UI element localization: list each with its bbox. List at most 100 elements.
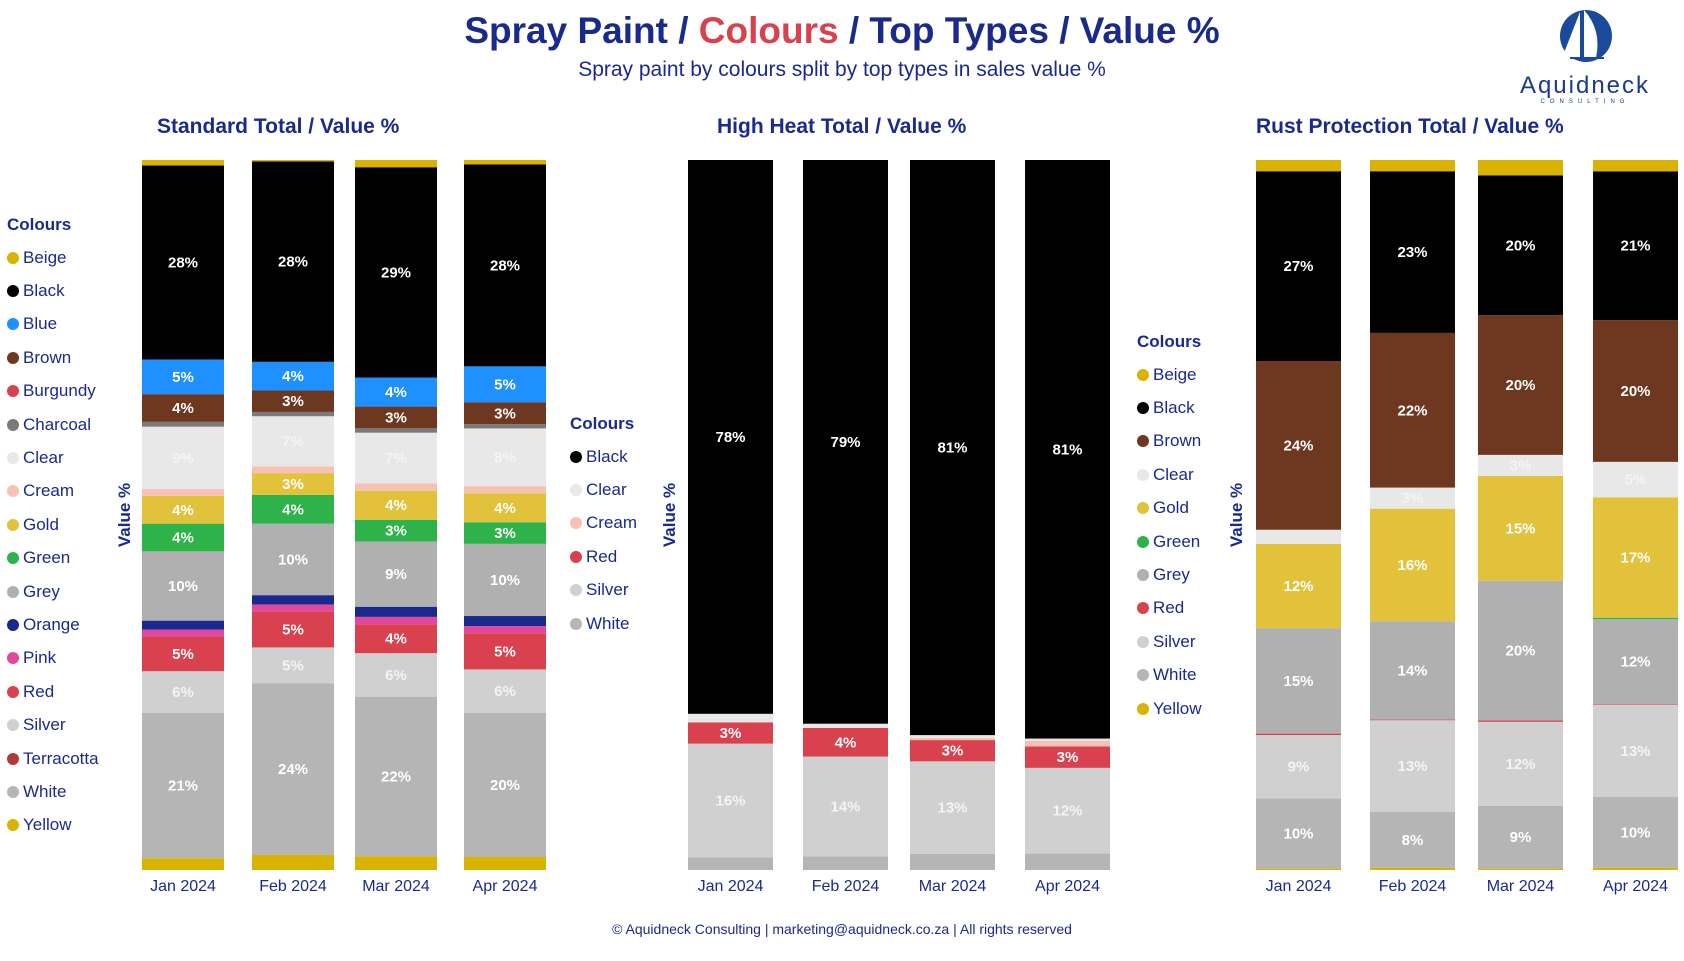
legend-item-charcoal[interactable]: Charcoal — [7, 408, 99, 441]
bar-segment-yellow[interactable] — [464, 857, 546, 870]
bar-segment-black[interactable] — [910, 160, 995, 736]
bar-segment-red[interactable] — [803, 728, 888, 757]
bar-segment-clear[interactable] — [1025, 738, 1110, 741]
legend-item-black[interactable]: Black — [7, 274, 99, 307]
bar-segment-red[interactable] — [1025, 746, 1110, 768]
legend-item-yellow[interactable]: Yellow — [7, 809, 99, 842]
bar-segment-cream[interactable] — [142, 489, 224, 496]
bar-segment-pink[interactable] — [142, 629, 224, 637]
bar-segment-clear[interactable] — [252, 416, 334, 467]
bar-segment-white[interactable] — [1478, 805, 1563, 869]
bar-segment-silver[interactable] — [1025, 767, 1110, 854]
bar-segment-silver[interactable] — [688, 743, 773, 858]
legend-item-clear[interactable]: Clear — [7, 441, 99, 474]
bar-segment-cream[interactable] — [252, 466, 334, 474]
bar-segment-silver[interactable] — [1478, 721, 1563, 806]
legend-item-white[interactable]: White — [570, 607, 637, 640]
legend-item-green[interactable]: Green — [1137, 525, 1202, 558]
bar-segment-white[interactable] — [355, 696, 437, 857]
bar-segment-gold[interactable] — [355, 490, 437, 520]
bar-segment-yellow[interactable] — [1593, 867, 1678, 870]
legend-item-yellow[interactable]: Yellow — [1137, 692, 1202, 725]
legend-item-clear[interactable]: Clear — [570, 473, 637, 506]
bar-segment-beige[interactable] — [252, 160, 334, 162]
bar-segment-beige[interactable] — [1593, 160, 1678, 172]
bar-segment-clear[interactable] — [142, 426, 224, 490]
bar-segment-white[interactable] — [1593, 797, 1678, 868]
bar-segment-beige[interactable] — [142, 160, 224, 166]
bar-segment-gold[interactable] — [1478, 475, 1563, 581]
bar-segment-clear[interactable] — [1370, 487, 1455, 509]
bar-segment-yellow[interactable] — [1370, 867, 1455, 870]
legend-item-brown[interactable]: Brown — [7, 341, 99, 374]
bar-segment-beige[interactable] — [1370, 160, 1455, 172]
bar-segment-black[interactable] — [1370, 171, 1455, 333]
legend-item-white[interactable]: White — [7, 775, 99, 808]
bar-segment-grey[interactable] — [1256, 628, 1341, 734]
bar-segment-green[interactable] — [1593, 617, 1678, 620]
bar-segment-charcoal[interactable] — [142, 421, 224, 427]
bar-segment-black[interactable] — [1025, 160, 1110, 739]
bar-segment-white[interactable] — [1025, 853, 1110, 870]
bar-segment-grey[interactable] — [464, 543, 546, 617]
legend-item-silver[interactable]: Silver — [570, 574, 637, 607]
bar-segment-blue[interactable] — [464, 366, 546, 403]
bar-segment-red[interactable] — [1370, 719, 1455, 721]
legend-item-cream[interactable]: Cream — [7, 475, 99, 508]
bar-segment-clear[interactable] — [464, 428, 546, 487]
bar-segment-grey[interactable] — [252, 523, 334, 596]
bar-segment-white[interactable] — [252, 683, 334, 855]
bar-segment-black[interactable] — [803, 160, 888, 724]
bar-segment-clear[interactable] — [1256, 529, 1341, 544]
bar-segment-green[interactable] — [464, 522, 546, 544]
bar-segment-grey[interactable] — [142, 551, 224, 621]
bar-segment-pink[interactable] — [252, 604, 334, 612]
bar-segment-brown[interactable] — [1478, 315, 1563, 455]
bar-segment-gold[interactable] — [1370, 508, 1455, 622]
bar-segment-cream[interactable] — [1025, 740, 1110, 747]
bar-segment-beige[interactable] — [464, 160, 546, 165]
legend-item-red[interactable]: Red — [1137, 592, 1202, 625]
bar-segment-gold[interactable] — [464, 493, 546, 523]
bar-segment-brown[interactable] — [1370, 332, 1455, 488]
bar-segment-white[interactable] — [142, 712, 224, 859]
bar-segment-white[interactable] — [803, 856, 888, 870]
legend-item-gold[interactable]: Gold — [7, 508, 99, 541]
bar-segment-green[interactable] — [355, 519, 437, 542]
bar-segment-silver[interactable] — [1593, 704, 1678, 798]
bar-segment-red[interactable] — [910, 740, 995, 762]
bar-segment-black[interactable] — [142, 165, 224, 360]
legend-item-cream[interactable]: Cream — [570, 507, 637, 540]
legend-item-beige[interactable]: Beige — [7, 241, 99, 274]
bar-segment-charcoal[interactable] — [252, 411, 334, 417]
legend-item-brown[interactable]: Brown — [1137, 425, 1202, 458]
bar-segment-cream[interactable] — [355, 483, 437, 491]
bar-segment-orange[interactable] — [252, 595, 334, 605]
bar-segment-white[interactable] — [910, 853, 995, 870]
bar-segment-orange[interactable] — [142, 620, 224, 630]
legend-item-pink[interactable]: Pink — [7, 642, 99, 675]
bar-segment-pink[interactable] — [464, 626, 546, 634]
bar-segment-cream[interactable] — [910, 737, 995, 741]
bar-segment-red[interactable] — [355, 624, 437, 654]
bar-segment-charcoal[interactable] — [464, 424, 546, 429]
bar-segment-white[interactable] — [688, 857, 773, 870]
bar-segment-silver[interactable] — [910, 761, 995, 854]
bar-segment-brown[interactable] — [355, 406, 437, 429]
bar-segment-red[interactable] — [142, 636, 224, 672]
bar-segment-black[interactable] — [355, 167, 437, 378]
legend-item-clear[interactable]: Clear — [1137, 458, 1202, 491]
legend-item-black[interactable]: Black — [570, 440, 637, 473]
legend-item-burgundy[interactable]: Burgundy — [7, 375, 99, 408]
bar-segment-green[interactable] — [142, 523, 224, 552]
legend-item-red[interactable]: Red — [570, 540, 637, 573]
bar-segment-red[interactable] — [688, 722, 773, 744]
bar-segment-silver[interactable] — [1370, 720, 1455, 812]
bar-segment-grey[interactable] — [1593, 619, 1678, 705]
bar-segment-red[interactable] — [1593, 704, 1678, 705]
bar-segment-clear[interactable] — [910, 735, 995, 738]
bar-segment-brown[interactable] — [464, 402, 546, 425]
bar-segment-brown[interactable] — [1256, 361, 1341, 530]
bar-segment-gold[interactable] — [142, 495, 224, 524]
bar-segment-gold[interactable] — [1256, 543, 1341, 629]
